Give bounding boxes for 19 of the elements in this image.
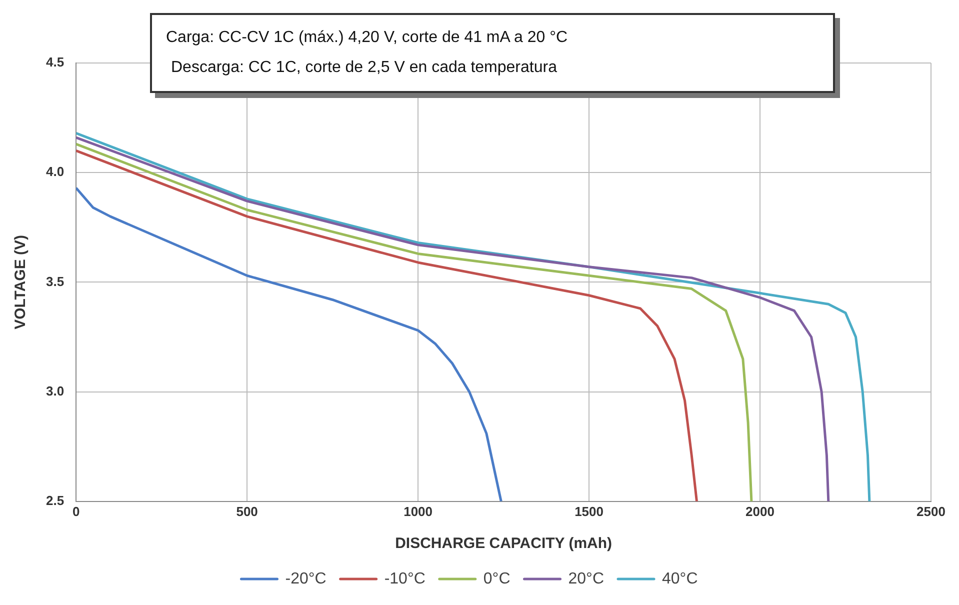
- x-tick-label: 0: [72, 504, 80, 519]
- x-tick-label: 2500: [916, 504, 946, 519]
- annotation: Descarga: CC 1C, corte de 2,5 V en cada temperatura: [170, 58, 558, 78]
- legend-label: 20°C: [568, 570, 604, 588]
- x-tick-label: 1500: [574, 504, 604, 519]
- y-tick-label: 4.5: [46, 54, 64, 70]
- x-tick-label: 2000: [746, 504, 774, 519]
- legend-label: -10°C: [384, 570, 426, 588]
- y-axis-title: VOLTAGE (V): [12, 234, 30, 330]
- y-tick-label: 4.0: [46, 164, 64, 180]
- y-tick-label: 2.5: [46, 492, 64, 508]
- legend-label: 40°C: [662, 570, 698, 588]
- y-tick-label: 3.5: [46, 274, 64, 289]
- x-tick-label: 500: [236, 504, 258, 519]
- x-tick-label: 1000: [404, 504, 433, 519]
- legend-label: 0°C: [483, 570, 510, 588]
- legend-label: -20°C: [285, 570, 326, 588]
- y-tick-label: 3.0: [46, 383, 64, 398]
- x-axis-title: DISCHARGE CAPACITY (mAh): [395, 535, 612, 552]
